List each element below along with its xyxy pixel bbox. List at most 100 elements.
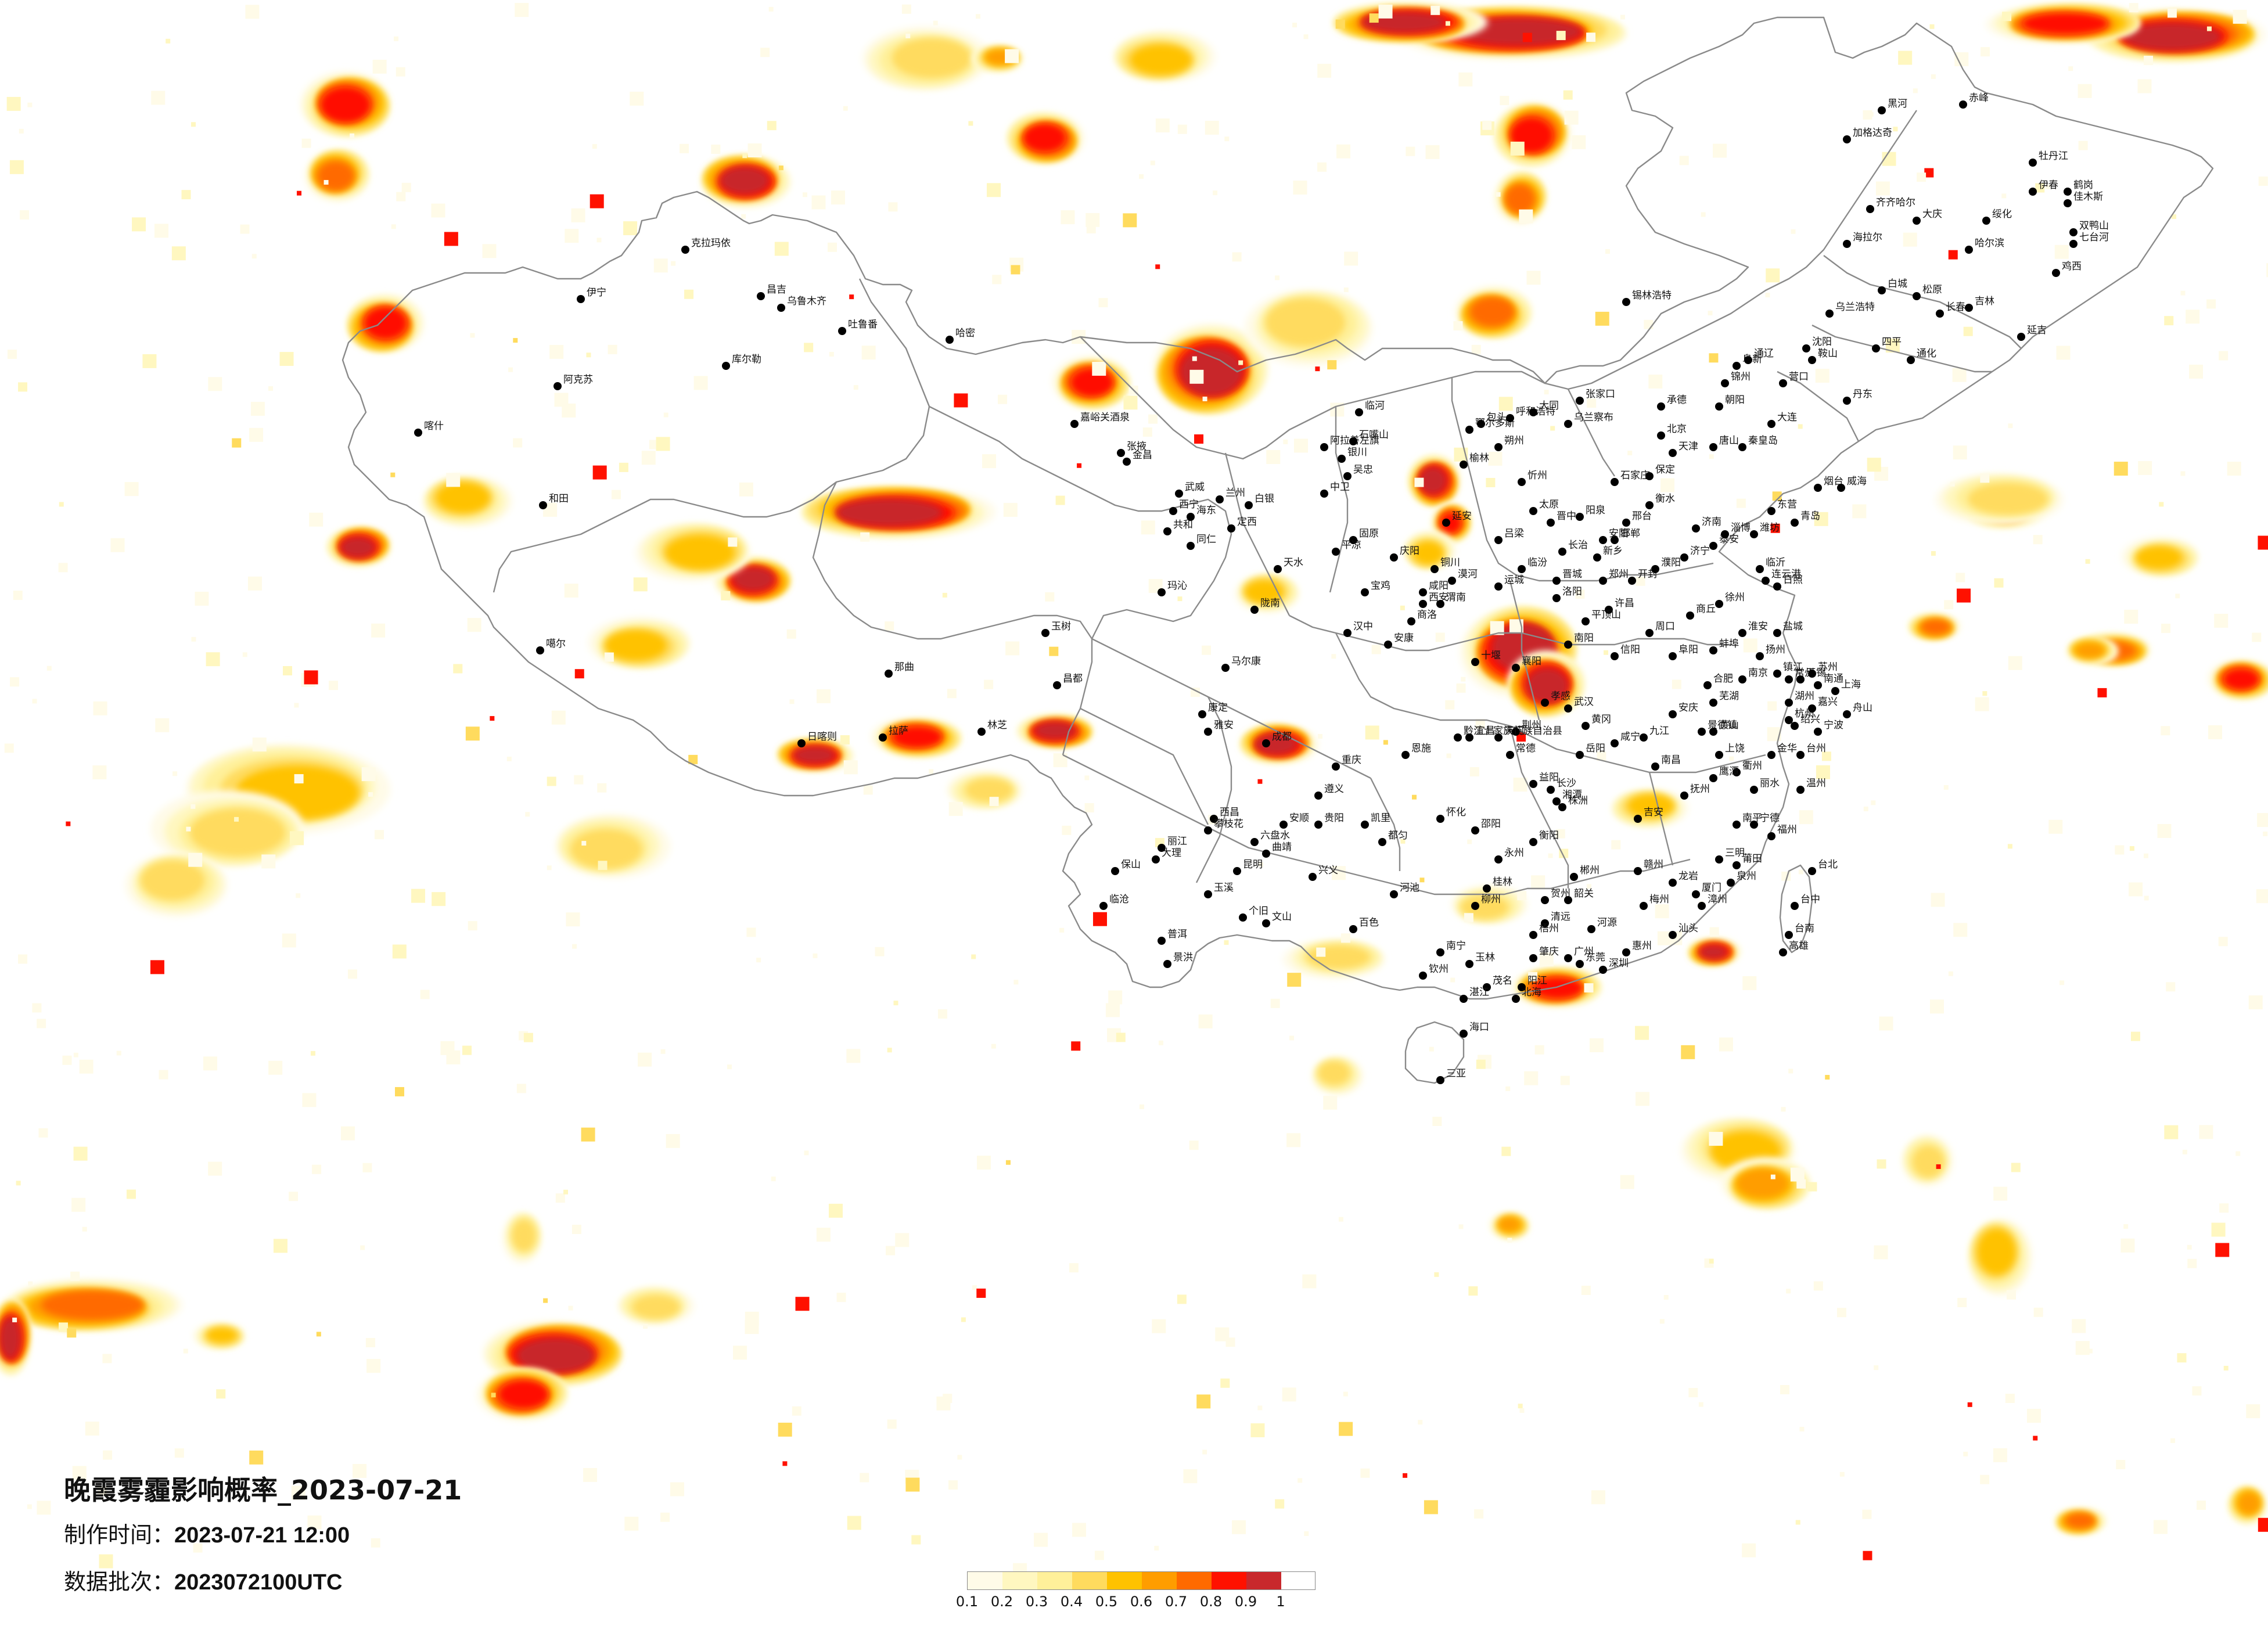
map-title: 晚霞雾霾影响概率_2023-07-21	[64, 1474, 462, 1506]
legend-tick-label: 0.7	[1164, 1593, 1188, 1610]
haze-pixel	[656, 437, 670, 451]
haze-pixel	[1340, 933, 1350, 943]
haze-pixel	[240, 224, 250, 234]
haze-pixel	[2078, 141, 2088, 150]
city-label: 齐齐哈尔	[1876, 197, 1915, 208]
haze-pixel	[727, 1064, 732, 1070]
haze-pixel	[1948, 971, 1953, 976]
haze-patch	[2223, 668, 2259, 690]
haze-pixel	[623, 221, 638, 236]
haze-pixel	[1798, 424, 1803, 429]
haze-pixel	[166, 38, 171, 44]
haze-pixel	[392, 944, 407, 959]
haze-pixel	[37, 1019, 46, 1028]
haze-pixel	[2180, 471, 2186, 476]
city-dot	[1744, 356, 1752, 364]
city-dot	[1866, 205, 1874, 213]
haze-pixel	[2219, 1203, 2229, 1213]
haze-pixel	[468, 921, 477, 931]
haze-pixel	[590, 194, 604, 208]
city-label: 鹰潭	[1719, 766, 1739, 778]
haze-pixel	[2027, 1409, 2041, 1423]
haze-pixel	[1213, 190, 1218, 196]
haze-patch	[1023, 123, 1066, 153]
haze-pixel	[453, 664, 463, 674]
city-dot	[1419, 588, 1427, 596]
city-dot	[1378, 838, 1386, 846]
haze-pixel	[1611, 840, 1621, 850]
haze-pixel	[1412, 794, 1417, 800]
haze-pixel	[310, 1051, 315, 1056]
haze-pixel	[18, 954, 28, 964]
haze-pixel	[860, 1473, 869, 1483]
haze-pixel	[2033, 1436, 2038, 1441]
haze-pixel	[16, 1181, 21, 1186]
haze-pixel	[62, 1055, 72, 1065]
city-dot	[1262, 919, 1270, 927]
haze-pixel	[843, 760, 858, 775]
haze-pixel	[1430, 5, 1440, 15]
haze-pixel	[1293, 438, 1308, 453]
haze-pixel	[2033, 535, 2043, 545]
haze-pixel	[1238, 360, 1243, 365]
made-time-label: 制作时间：	[64, 1522, 175, 1548]
city-dot	[1645, 501, 1654, 509]
city-label: 郑州	[1609, 569, 1629, 580]
city-dot	[1634, 867, 1642, 875]
haze-pixel	[562, 403, 576, 418]
city-dot	[1465, 960, 1473, 968]
haze-pixel	[171, 246, 186, 261]
city-label: 唐山	[1719, 434, 1739, 447]
haze-pixel	[2153, 1520, 2168, 1534]
city-dot	[1529, 780, 1537, 788]
haze-pixel	[1482, 120, 1492, 130]
haze-pixel	[633, 577, 648, 592]
city-dot	[1872, 344, 1880, 352]
haze-patch	[1470, 297, 1515, 326]
haze-patch	[892, 726, 943, 748]
haze-pixel	[1317, 162, 1327, 172]
haze-pixel	[2233, 9, 2247, 24]
city-label: 北京	[1667, 423, 1687, 435]
haze-pixel	[1709, 1132, 1723, 1146]
haze-pixel	[1202, 1449, 1207, 1455]
city-dot	[1506, 414, 1514, 422]
haze-pixel	[2129, 846, 2134, 851]
haze-pixel	[58, 1322, 68, 1332]
haze-patch	[1526, 667, 1569, 703]
haze-pixel	[961, 1317, 966, 1322]
city-dot	[1831, 687, 1839, 695]
city-dot	[2029, 159, 2037, 167]
city-label: 保定	[1655, 464, 1675, 476]
haze-pixel	[513, 338, 518, 343]
haze-pixel	[291, 936, 296, 941]
haze-pixel	[282, 666, 292, 676]
haze-patch	[892, 38, 972, 78]
haze-pixel	[2214, 613, 2229, 628]
haze-pixel	[1993, 1448, 2007, 1462]
city-dot	[536, 646, 544, 654]
haze-pixel	[1434, 1272, 1439, 1277]
city-dot	[1541, 699, 1549, 707]
haze-pixel	[893, 1001, 898, 1006]
city-label: 玉林	[1475, 952, 1495, 963]
haze-patch	[570, 829, 642, 869]
city-label: 天水	[1284, 557, 1303, 569]
haze-pixel	[446, 473, 461, 487]
city-label: 南通	[1824, 673, 1843, 685]
haze-pixel	[1807, 1182, 1817, 1192]
haze-pixel	[1836, 1308, 1846, 1318]
haze-pixel	[1544, 390, 1549, 395]
haze-pixel	[1780, 1385, 1789, 1395]
haze-pixel	[660, 1512, 670, 1522]
haze-pixel	[829, 352, 834, 357]
city-label: 芜湖	[1719, 690, 1739, 702]
haze-pixel	[1468, 1286, 1478, 1296]
haze-pixel	[216, 1389, 226, 1399]
haze-pixel	[789, 699, 795, 704]
haze-pixel	[1943, 785, 1949, 790]
city-dot	[1965, 246, 1973, 254]
city-dot	[1703, 681, 1712, 689]
city-dot	[1686, 611, 1694, 620]
